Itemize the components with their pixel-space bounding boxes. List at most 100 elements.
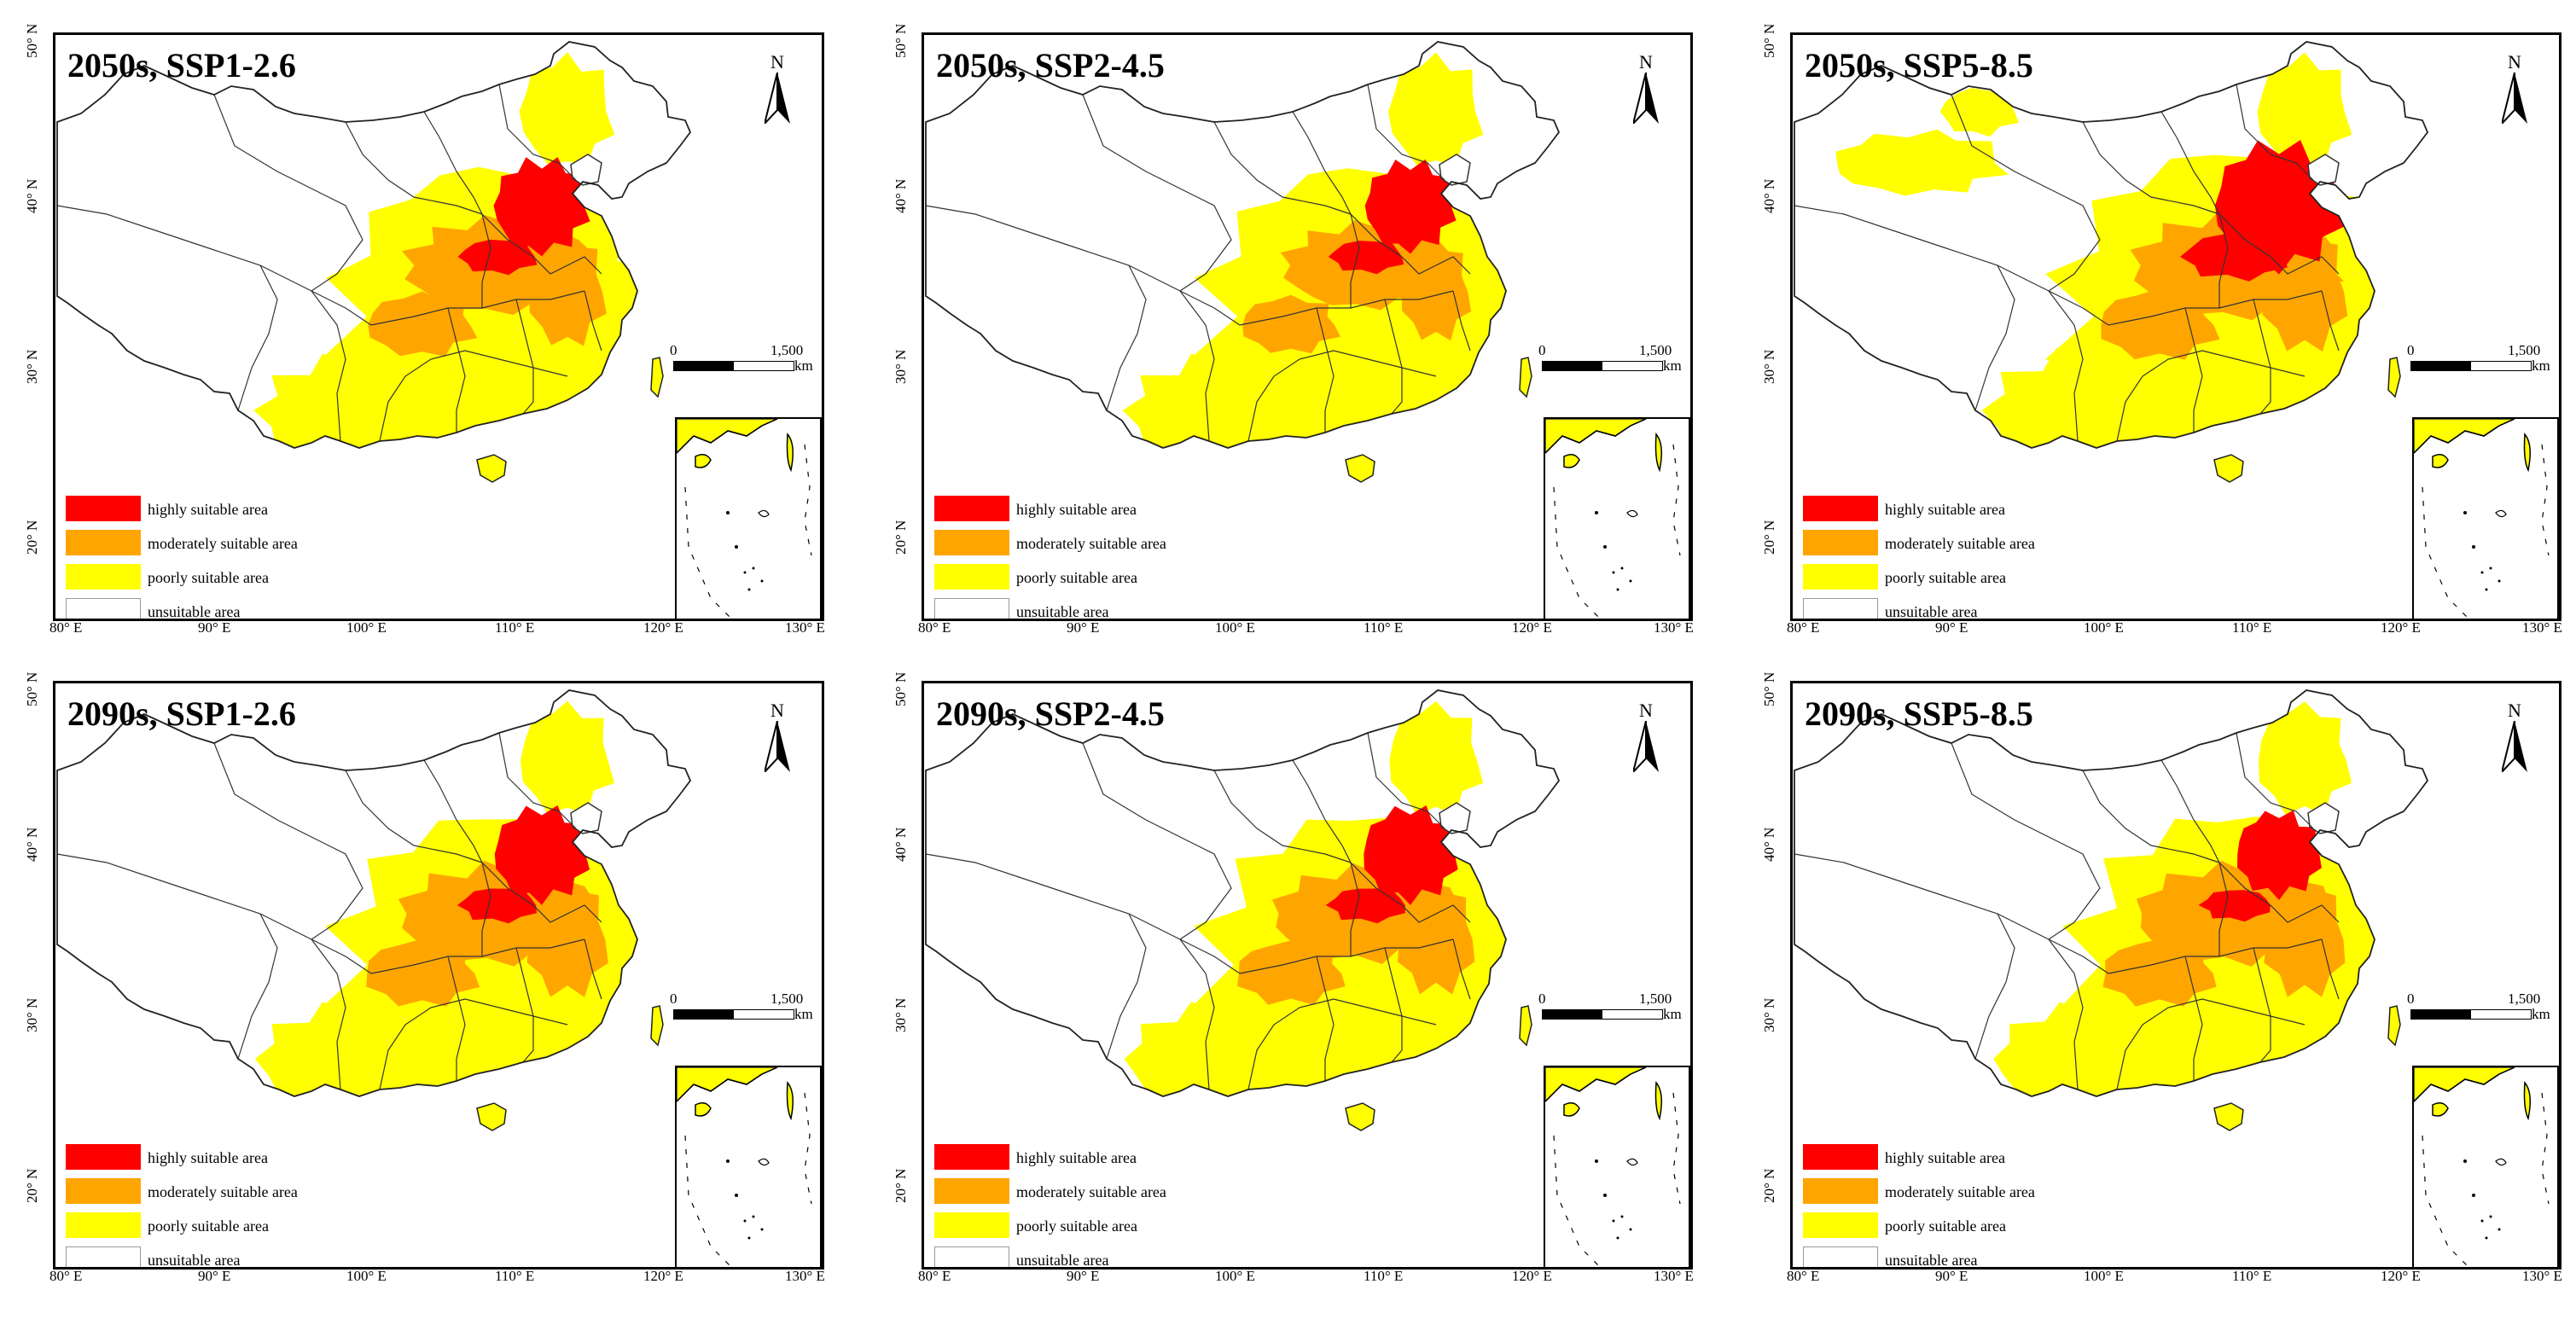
hainan-island [1345, 454, 1375, 483]
legend-label: moderately suitable area [148, 535, 298, 552]
china-map [56, 689, 692, 1131]
map-panel: 50° N 40° N 30° N 20° N 2050s, SSP2-4.5 … [869, 9, 1705, 636]
north-arrow: N [760, 700, 794, 779]
legend-item: poorly suitable area [934, 1212, 1241, 1246]
lat-tick: 40° N [24, 178, 40, 213]
legend-label: moderately suitable area [1016, 535, 1166, 552]
lat-tick: 30° N [1761, 997, 1777, 1032]
legend-swatch [1803, 1144, 1878, 1170]
lon-tick: 80° E [49, 1268, 83, 1284]
legend-item: highly suitable area [66, 496, 373, 530]
map-legend: highly suitable area moderately suitable… [1803, 1144, 2110, 1269]
scale-start: 0 [1538, 991, 1546, 1007]
legend-item: moderately suitable area [66, 530, 373, 564]
hainan-island [2213, 1102, 2244, 1131]
legend-label: unsuitable area [148, 603, 241, 620]
lon-tick: 100° E [346, 1268, 387, 1284]
lat-tick: 50° N [893, 23, 909, 58]
map-frame: 2090s, SSP1-2.6 N 0 1,500 km [53, 681, 824, 1270]
scale-unit: km [2532, 1006, 2550, 1022]
province-boundary [237, 913, 278, 1060]
legend-label: highly suitable area [1885, 1149, 2005, 1166]
panel-title: 2090s, SSP5-8.5 [1805, 694, 2033, 733]
lat-tick: 20° N [24, 1168, 40, 1203]
province-boundary [1213, 121, 1352, 215]
legend-label: poorly suitable area [148, 569, 269, 586]
inset-map [677, 419, 812, 619]
lon-tick: 110° E [2232, 619, 2272, 636]
scale-bar: 0 1,500 km [2407, 991, 2559, 1042]
legend-swatch [1803, 1212, 1878, 1238]
province-boundary [2321, 290, 2340, 352]
lon-tick: 80° E [49, 619, 83, 636]
north-letter: N [770, 700, 784, 721]
bohai-sea [570, 154, 602, 186]
legend-label: unsuitable area [1885, 1252, 1978, 1269]
legend-label: unsuitable area [148, 1252, 241, 1269]
lat-tick: 40° N [893, 178, 909, 213]
legend-swatch [66, 564, 141, 590]
lon-tick: 100° E [2084, 1268, 2124, 1284]
map-frame: 2050s, SSP2-4.5 N 0 1,500 km [922, 32, 1693, 621]
map-panel: 50° N 40° N 30° N 20° N 2090s, SSP1-2.6 … [0, 657, 836, 1284]
scale-unit: km [1663, 1006, 1682, 1022]
scale-end: 1,500 [2508, 342, 2541, 358]
taiwan-island [650, 357, 664, 398]
lat-tick: 40° N [24, 827, 40, 862]
province-boundary [1082, 742, 1232, 940]
high-suitability-zone [1364, 159, 1457, 254]
lon-tick: 110° E [495, 1268, 535, 1284]
province-boundary [311, 290, 346, 442]
scale-start: 0 [2407, 991, 2415, 1007]
legend-swatch [1803, 496, 1878, 521]
north-letter: N [770, 51, 784, 73]
lon-tick: 120° E [1512, 1268, 1552, 1284]
province-boundary [2270, 256, 2340, 275]
lon-tick: 80° E [1787, 1268, 1820, 1284]
lat-tick: 20° N [1761, 1168, 1777, 1203]
province-boundary [447, 307, 466, 433]
scale-end: 1,500 [2508, 991, 2541, 1007]
china-map [56, 41, 692, 483]
legend-swatch [66, 1178, 141, 1204]
south-china-sea-inset [2412, 417, 2559, 619]
legend-label: poorly suitable area [148, 1217, 269, 1235]
lon-tick: 130° E [1654, 619, 1694, 636]
national-border [56, 689, 692, 1097]
province-boundary [1367, 84, 1445, 181]
legend-item: moderately suitable area [66, 1178, 373, 1212]
lat-tick: 50° N [24, 671, 40, 706]
legend-swatch [934, 1212, 1009, 1238]
moderate-suitability-zone [2101, 288, 2220, 360]
province-boundary [379, 998, 568, 1090]
scale-bar: 0 1,500 km [670, 342, 822, 393]
lat-tick: 50° N [24, 23, 40, 58]
province-boundary [1316, 956, 1335, 1081]
province-boundary [447, 956, 466, 1081]
legend-label: moderately suitable area [1016, 1183, 1166, 1200]
legend-item: highly suitable area [66, 1144, 373, 1178]
scale-bar: 0 1,500 km [1538, 342, 1690, 393]
legend-item: unsuitable area [66, 1246, 373, 1269]
lon-tick: 130° E [2522, 1268, 2562, 1284]
province-boundary [1106, 913, 1147, 1060]
province-boundary [2048, 290, 2084, 442]
province-boundary [2082, 770, 2220, 863]
lon-tick: 100° E [2084, 619, 2124, 636]
map-legend: highly suitable area moderately suitable… [1803, 496, 2110, 619]
province-boundary [2116, 998, 2306, 1090]
province-boundary [1452, 290, 1471, 352]
lat-tick: 30° N [1761, 349, 1777, 384]
lon-tick: 80° E [1787, 619, 1820, 636]
high-suitability-zone [1325, 888, 1405, 924]
province-boundary [2253, 299, 2271, 415]
lon-tick: 80° E [918, 619, 951, 636]
national-border [1794, 689, 2429, 1097]
province-boundary [56, 853, 372, 974]
legend-label: moderately suitable area [148, 1183, 298, 1200]
province-boundary [423, 111, 534, 258]
lon-tick: 130° E [2522, 619, 2562, 636]
lat-tick: 50° N [1761, 671, 1777, 706]
national-border [925, 41, 1561, 449]
province-boundary [1106, 264, 1147, 411]
